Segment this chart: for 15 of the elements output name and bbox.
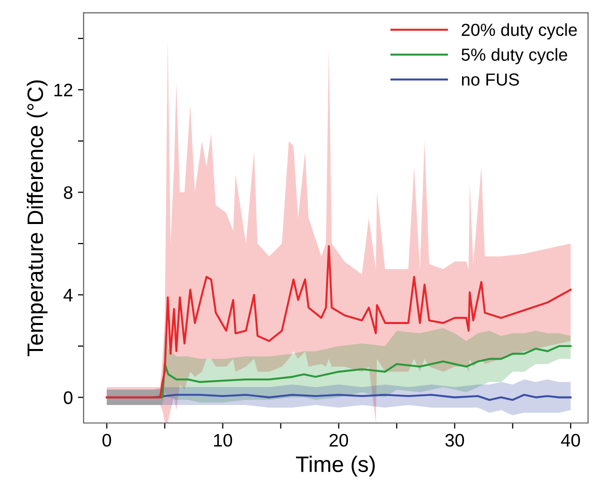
line-series [106, 245, 572, 398]
x-tick-label: 10 [214, 434, 232, 447]
y-tick-label: 12 [54, 84, 72, 96]
x-axis-title: Time (s) [296, 456, 375, 476]
y-tick-label: 8 [64, 186, 72, 199]
x-tick-label: 40 [561, 434, 580, 447]
x-tick-label: 30 [445, 434, 464, 447]
x-tick-label: 20 [330, 434, 348, 447]
legend-label: 20% duty cycle [462, 23, 577, 40]
legend-label: no FUS [462, 73, 519, 86]
x-tick-label: 0 [102, 434, 112, 447]
y-tick-label: 4 [64, 288, 73, 302]
y-axis-title: Temperature Difference (°C) [26, 80, 48, 356]
y-tick-label: 0 [64, 391, 72, 404]
legend-label: 5% duty cycle [462, 48, 568, 64]
